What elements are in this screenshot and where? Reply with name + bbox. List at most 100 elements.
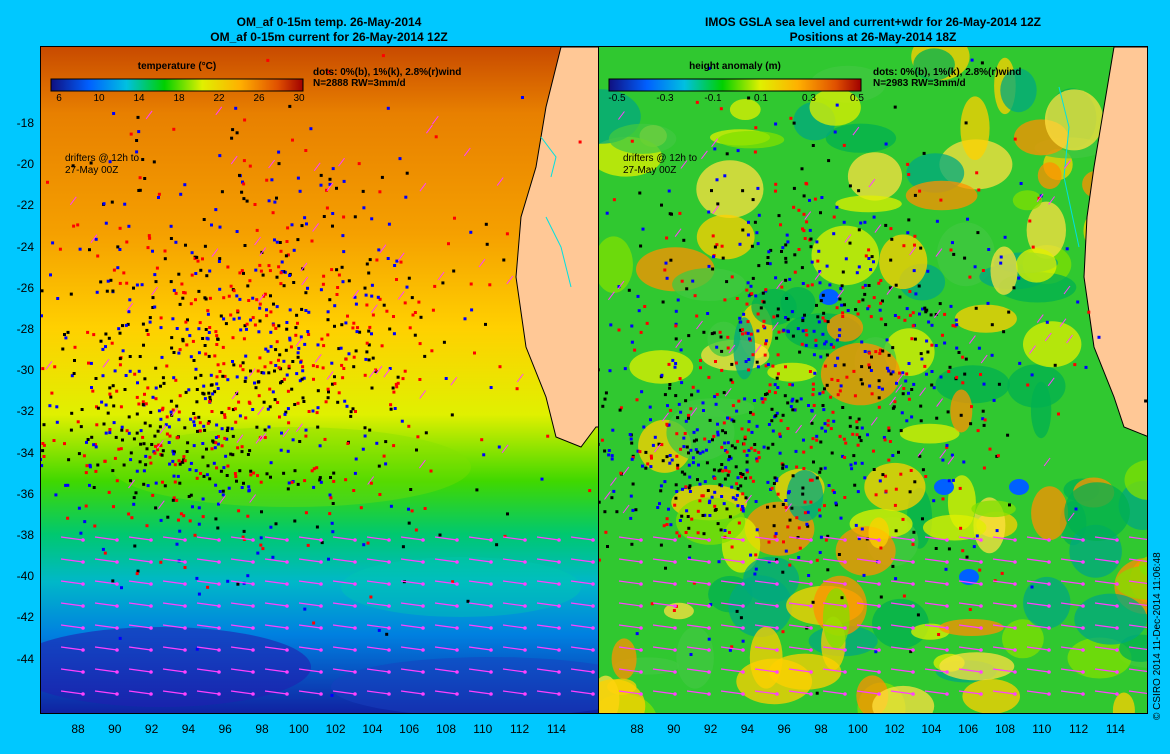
drifter-dot (201, 257, 204, 261)
drifter-dot (154, 366, 158, 370)
drifter-dot (685, 445, 689, 449)
drifter-dot (786, 240, 790, 244)
drifter-dot (265, 178, 269, 182)
sla-cell (608, 123, 677, 154)
drifter-dot (56, 297, 60, 300)
wind-arrow (788, 602, 812, 607)
drifter-dot (749, 411, 753, 415)
colorbar-tick-label: -0.3 (656, 93, 674, 104)
drifter-dot (135, 572, 139, 576)
drifter-dot (996, 454, 1000, 458)
drifter-dot (683, 432, 687, 435)
wind-arrow (1094, 646, 1118, 651)
drifter-dot (71, 164, 75, 168)
drifter-dot (941, 497, 945, 501)
wind-arrow-head (353, 560, 357, 564)
drifter-dot (142, 343, 145, 347)
sea-level-map-panel[interactable]: height anomaly (m) -0.5 -0.3 -0.1 0.1 0.3 0.5… (598, 46, 1148, 714)
drifter-dot (353, 215, 357, 219)
wind-arrow (300, 262, 308, 272)
drifter-dot (171, 317, 175, 321)
drifter-dot (300, 307, 304, 311)
drifter-dot (934, 344, 938, 347)
drifter-dot (84, 471, 88, 475)
drifter-dot (88, 248, 91, 252)
drifter-dot (69, 428, 73, 432)
drifter-dot (135, 412, 139, 416)
drifter-dot (358, 330, 362, 334)
drifter-dot (707, 210, 711, 214)
drifter-dot (285, 373, 289, 377)
drifter-dot (242, 182, 246, 186)
drifter-dot (197, 327, 201, 331)
drifter-dot (1031, 245, 1035, 249)
drifter-dot (818, 508, 821, 512)
wind-arrow (890, 580, 914, 585)
drifter-dot (844, 257, 848, 261)
wind-arrow (400, 558, 424, 563)
drifter-dot (174, 378, 178, 382)
drifter-dot (963, 372, 967, 376)
drifter-dot (604, 530, 608, 534)
drifter-dot (828, 283, 832, 287)
drifter-dot (814, 344, 818, 348)
drifter-dot (319, 173, 323, 177)
wind-arrow-head (911, 560, 915, 564)
drifter-dot (819, 467, 823, 471)
drifter-dot (934, 547, 938, 550)
drifter-dot (913, 337, 917, 341)
drifter-dot (726, 346, 730, 350)
drifter-dot (141, 400, 145, 404)
drifter-dot (220, 444, 224, 448)
drifter-dot (789, 405, 793, 408)
wind-arrow (397, 291, 405, 300)
drifter-dot (762, 324, 766, 328)
wind-arrow (94, 602, 118, 607)
right-legend: dots: 0%(b), 1%(k), 2.8%(r)wind N=2983 R… (873, 67, 1021, 89)
wind-arrow (397, 252, 405, 262)
wind-arrow-head (149, 582, 153, 586)
drifter-dot (668, 383, 672, 386)
drifter-dot (929, 313, 933, 317)
drifter-dot (164, 423, 168, 427)
drifter-dot (79, 531, 83, 535)
wind-arrow-head (523, 582, 527, 586)
drifter-dot (154, 481, 158, 485)
drifter-dot (183, 426, 187, 430)
wind-arrow (257, 406, 265, 416)
temperature-map-panel[interactable]: temperature (°C) 6 10 14 18 22 26 30 dots: 0%(… (40, 46, 618, 714)
left-legend: dots: 0%(b), 1%(k), 2.8%(r)wind N=2888 R… (313, 67, 461, 89)
wind-arrow-head (319, 626, 323, 630)
drifter-dot (295, 313, 299, 317)
drifter-dot (70, 374, 74, 378)
drifter-dot (284, 410, 288, 414)
drifter-dot (135, 283, 139, 287)
wind-arrow-head (557, 604, 561, 608)
wind-arrow (1060, 558, 1084, 563)
wind-arrow (754, 646, 778, 651)
drifter-dot (781, 246, 785, 250)
drifter-dot (221, 345, 225, 349)
drifter-dot (80, 408, 84, 411)
drifter-dot (156, 448, 160, 452)
drifter-dot (754, 500, 758, 503)
wind-arrow (94, 690, 118, 695)
sla-cell (905, 180, 978, 211)
drifter-dot (226, 579, 230, 583)
drifter-dot (725, 507, 729, 511)
wind-arrow (844, 234, 852, 243)
drifter-dot (108, 386, 112, 390)
longitude-tick-label: 114 (1105, 722, 1125, 736)
drifter-dot (163, 257, 167, 261)
drifter-dot (878, 479, 882, 483)
drifter-dot (331, 530, 335, 534)
drifter-dot (90, 435, 94, 439)
drifter-dot (713, 477, 717, 480)
drifter-dot (208, 395, 212, 399)
wind-arrow (366, 646, 390, 651)
wind-arrow (502, 602, 526, 607)
drifter-dot (304, 434, 308, 438)
drifter-dot (323, 437, 327, 441)
wind-arrow (570, 624, 594, 629)
drifter-dot (50, 391, 54, 395)
